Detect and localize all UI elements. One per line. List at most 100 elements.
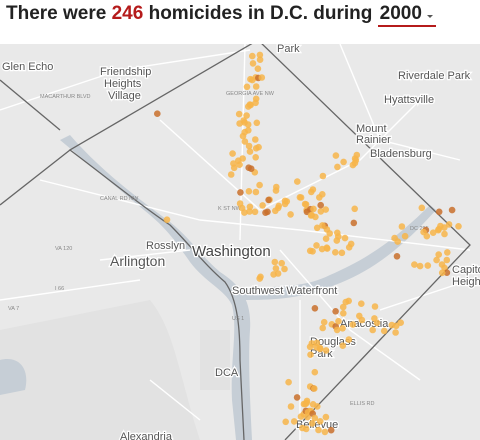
homicide-dot: [345, 336, 353, 343]
homicide-dot: [227, 171, 235, 178]
road-label: K ST NW: [218, 206, 242, 212]
place-label: Arlington: [110, 253, 165, 269]
homicide-dot: [306, 247, 314, 255]
road-label: VA 7: [8, 306, 19, 312]
homicide-dot: [243, 83, 251, 91]
homicide-dot: [323, 245, 331, 252]
homicide-dot: [313, 242, 320, 249]
homicide-dot: [340, 158, 347, 166]
homicide-dot: [332, 152, 340, 159]
homicide-dot: [322, 235, 330, 242]
homicide-dot: [245, 127, 252, 134]
homicide-dot: [418, 204, 426, 212]
homicide-dot: [154, 110, 161, 117]
homicide-dot: [319, 191, 326, 198]
homicide-dot: [339, 342, 347, 350]
homicide-dot: [437, 222, 444, 230]
place-label: Park: [277, 44, 300, 55]
homicide-dot: [265, 196, 272, 204]
place-label: Washington: [192, 243, 271, 260]
headline-prefix: There were: [6, 3, 107, 24]
homicide-dot: [401, 232, 409, 240]
homicide-dot: [308, 420, 316, 427]
homicide-dot: [285, 378, 292, 386]
homicide-dot: [327, 426, 335, 434]
year-dropdown[interactable]: 2000: [377, 3, 436, 27]
homicide-dot: [252, 188, 260, 196]
homicide-dot: [275, 202, 283, 210]
boundaries: [0, 44, 471, 440]
homicide-dot: [335, 317, 342, 325]
homicide-dot: [287, 403, 295, 410]
homicide-dot: [352, 156, 360, 164]
homicide-dot: [351, 205, 359, 213]
homicide-dot: [294, 178, 301, 185]
place-label: Capitol: [452, 264, 480, 276]
homicide-dot: [293, 394, 301, 401]
homicide-dot: [256, 181, 263, 189]
road-label: VA 120: [55, 246, 72, 252]
place-label: Glen Echo: [2, 61, 53, 73]
homicide-dot: [424, 262, 432, 269]
road-label: DC 295: [410, 226, 429, 232]
homicide-dot: [314, 403, 321, 410]
homicide-dot: [319, 324, 327, 332]
homicide-dot: [311, 368, 319, 376]
homicide-dot: [241, 138, 249, 145]
homicide-dot: [256, 56, 264, 63]
homicide-dot: [311, 305, 319, 312]
place-label: Rosslyn: [146, 240, 185, 252]
homicide-dot: [443, 269, 451, 277]
homicide-dot: [308, 340, 316, 347]
homicide-dot: [251, 208, 259, 216]
land-shade: [0, 300, 200, 440]
homicide-dot: [297, 413, 305, 420]
headline-middle: homicides in D.C. during: [148, 3, 373, 24]
homicide-dot: [393, 252, 401, 260]
road-label: US 1: [232, 316, 244, 322]
homicide-dot: [312, 213, 319, 221]
place-label: Bladensburg: [370, 148, 432, 160]
place-label: DCA: [215, 367, 239, 379]
homicide-dot: [163, 216, 171, 223]
homicide-dot: [249, 52, 256, 60]
homicide-dot: [323, 226, 331, 233]
homicide-dot: [341, 234, 349, 242]
map: Glen Echo FriendshipHeightsVillageParkRiv…: [0, 44, 480, 440]
homicide-dot: [392, 329, 399, 336]
homicide-dot: [235, 157, 242, 164]
homicide-dot: [311, 385, 318, 392]
place-label: Heights: [104, 78, 142, 90]
homicide-dot: [322, 413, 330, 421]
homicide-dot: [444, 249, 451, 256]
homicide-dot: [320, 318, 328, 326]
homicide-dot: [258, 74, 266, 81]
homicide-dot: [322, 347, 330, 354]
homicide-dot: [290, 418, 298, 425]
homicide-dot: [340, 310, 347, 317]
homicide-dot: [302, 425, 310, 433]
homicide-dot: [253, 119, 261, 127]
homicide-dot: [349, 321, 357, 328]
road-label: I 66: [55, 286, 64, 292]
homicide-dot: [252, 99, 259, 107]
pond: [0, 359, 27, 395]
road-label: MACARTHUR BLVD: [40, 94, 91, 100]
place-label: Mount: [356, 123, 387, 135]
homicide-dot: [311, 414, 319, 422]
homicide-dot: [247, 165, 255, 172]
homicide-dot: [332, 308, 339, 315]
homicide-dot: [259, 202, 266, 209]
homicide-dot: [271, 258, 279, 266]
homicide-dot: [356, 312, 363, 320]
dc-border-west: [68, 44, 253, 440]
homicide-dot: [420, 228, 427, 236]
homicide-dot: [256, 51, 264, 59]
homicide-dot: [278, 259, 286, 267]
homicide-dot: [339, 325, 346, 332]
road-label: ELLIS RD: [350, 401, 374, 407]
homicide-dot: [257, 273, 264, 281]
homicide-dot: [313, 344, 320, 351]
place-label: Hyattsville: [384, 94, 434, 106]
homicide-dot: [398, 223, 406, 230]
